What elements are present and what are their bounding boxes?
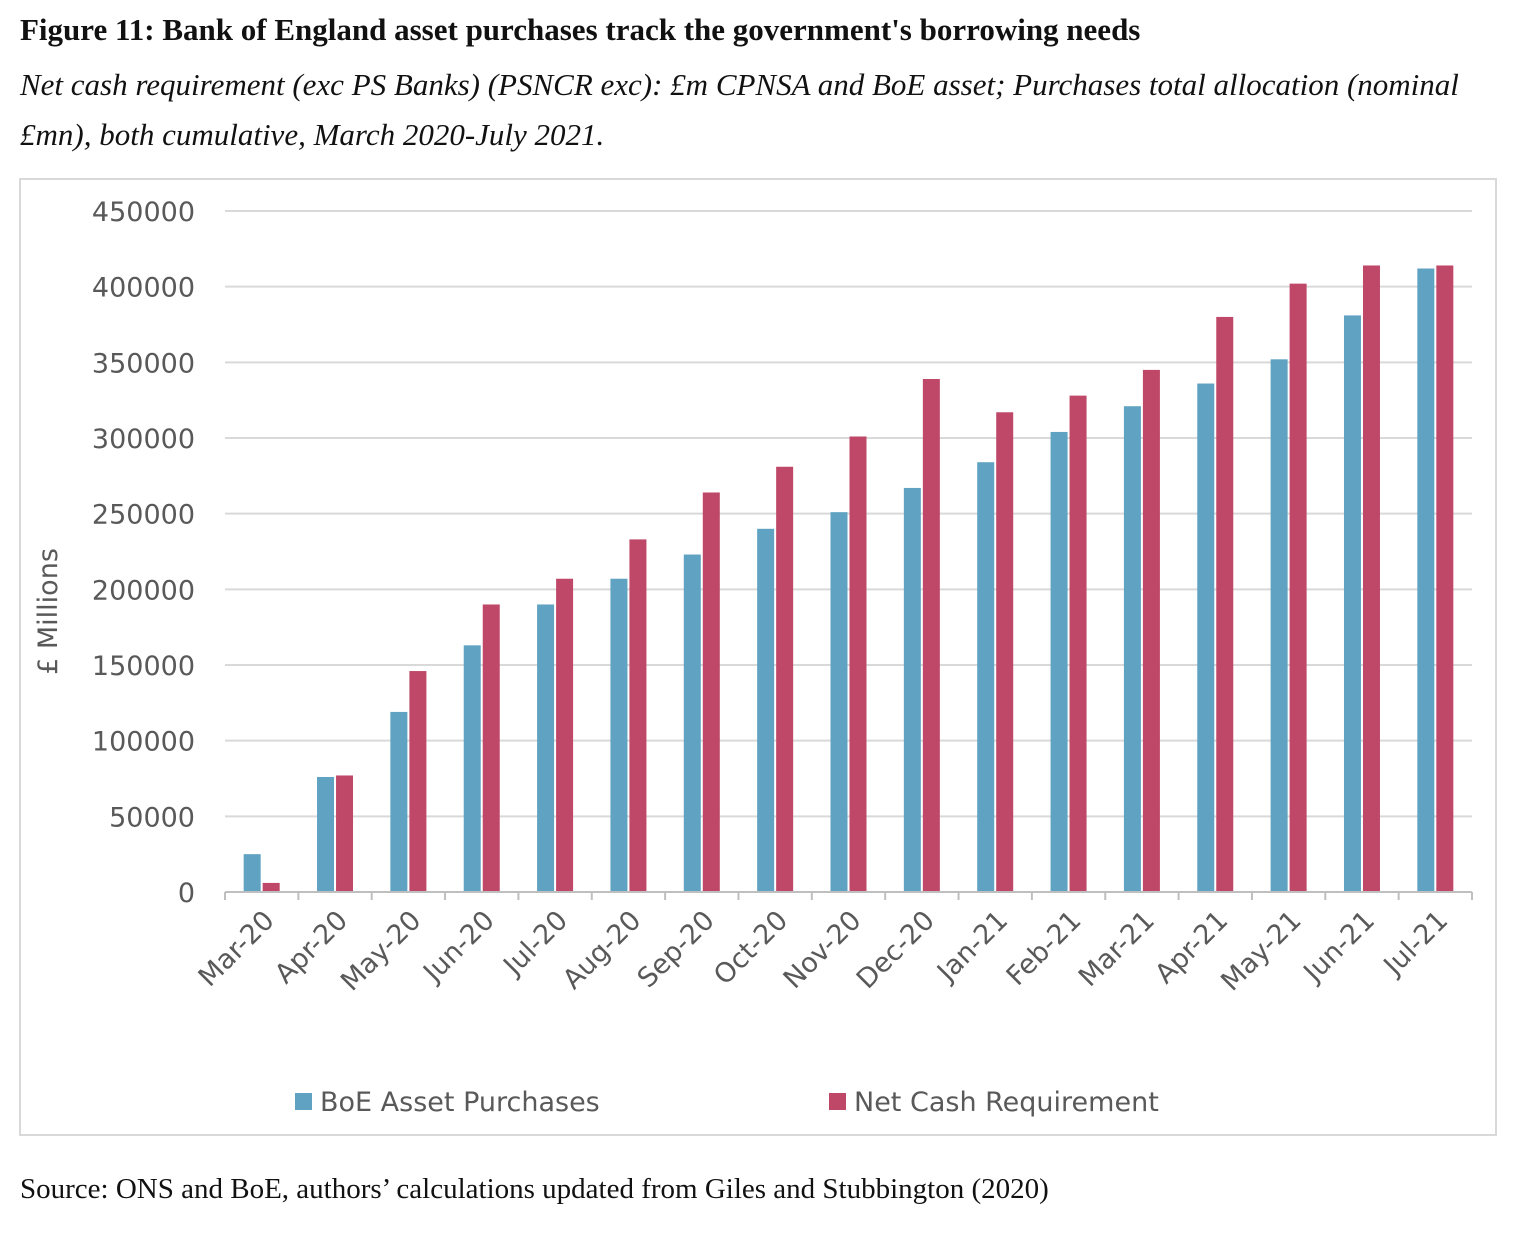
y-tick-label: 200000 bbox=[92, 575, 195, 606]
bar-net-cash-requirement bbox=[1142, 369, 1160, 892]
bar-net-cash-requirement bbox=[1289, 283, 1307, 892]
y-tick-label: 0 bbox=[178, 878, 195, 909]
bar-net-cash-requirement bbox=[1362, 265, 1380, 893]
bar-net-cash-requirement bbox=[1069, 395, 1087, 892]
y-tick-label: 350000 bbox=[92, 348, 195, 379]
legend-label: BoE Asset Purchases bbox=[320, 1087, 600, 1118]
legend-swatch bbox=[295, 1093, 312, 1110]
bar-net-cash-requirement bbox=[336, 775, 354, 892]
y-tick-label: 300000 bbox=[92, 424, 195, 455]
bar-boe-asset-purchases bbox=[610, 578, 628, 892]
bar-net-cash-requirement bbox=[629, 539, 647, 892]
y-tick-label: 100000 bbox=[92, 727, 195, 758]
bar-net-cash-requirement bbox=[482, 604, 500, 892]
bar-boe-asset-purchases bbox=[683, 554, 701, 892]
figure-title: Figure 11: Bank of England asset purchas… bbox=[20, 12, 1141, 47]
bar-boe-asset-purchases bbox=[317, 776, 335, 892]
bar-boe-asset-purchases bbox=[463, 645, 481, 892]
bar-boe-asset-purchases bbox=[537, 604, 555, 892]
bar-net-cash-requirement bbox=[1216, 316, 1234, 892]
y-tick-label: 450000 bbox=[92, 197, 195, 228]
bar-net-cash-requirement bbox=[922, 378, 940, 893]
figure-subtitle: Net cash requirement (exc PS Banks) (PSN… bbox=[20, 67, 1459, 152]
y-tick-label: 50000 bbox=[109, 802, 195, 833]
y-tick-label: 150000 bbox=[92, 651, 195, 682]
bar-boe-asset-purchases bbox=[243, 854, 261, 892]
bar-boe-asset-purchases bbox=[390, 711, 408, 892]
bar-net-cash-requirement bbox=[702, 492, 720, 892]
y-tick-label: 250000 bbox=[92, 500, 195, 531]
bar-net-cash-requirement bbox=[556, 578, 574, 892]
bar-boe-asset-purchases bbox=[1270, 359, 1288, 893]
bar-net-cash-requirement bbox=[849, 436, 867, 892]
bar-boe-asset-purchases bbox=[1050, 431, 1068, 892]
bar-boe-asset-purchases bbox=[903, 487, 921, 892]
bar-boe-asset-purchases bbox=[1197, 383, 1215, 892]
legend-label: Net Cash Requirement bbox=[854, 1087, 1159, 1118]
bar-net-cash-requirement bbox=[262, 882, 280, 892]
y-tick-label: 400000 bbox=[92, 273, 195, 304]
legend-swatch bbox=[829, 1093, 846, 1110]
bar-net-cash-requirement bbox=[409, 671, 427, 892]
bar-net-cash-requirement bbox=[1436, 265, 1454, 893]
bar-boe-asset-purchases bbox=[1123, 406, 1141, 892]
bar-boe-asset-purchases bbox=[757, 528, 775, 892]
source-note: Source: ONS and BoE, authors’ calculatio… bbox=[20, 1173, 1049, 1205]
chart-frame bbox=[19, 178, 1497, 1136]
bar-boe-asset-purchases bbox=[830, 512, 848, 892]
bar-net-cash-requirement bbox=[996, 412, 1014, 892]
bar-boe-asset-purchases bbox=[977, 462, 995, 892]
y-axis-label: £ Millions bbox=[33, 548, 64, 675]
bar-boe-asset-purchases bbox=[1417, 268, 1435, 892]
bar-net-cash-requirement bbox=[776, 466, 794, 892]
bar-boe-asset-purchases bbox=[1343, 315, 1361, 892]
